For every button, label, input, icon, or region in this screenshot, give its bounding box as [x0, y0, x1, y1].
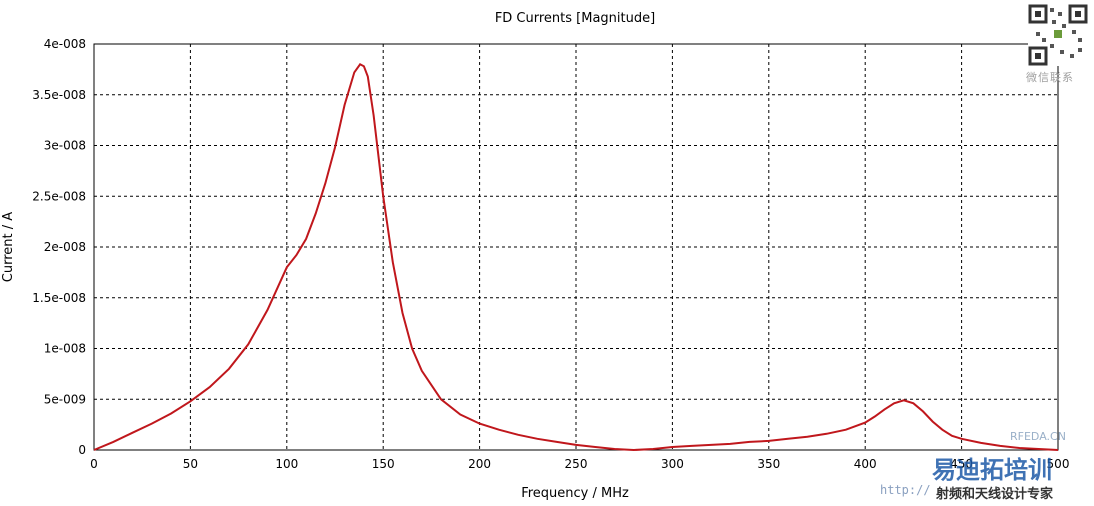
watermark-site: RFEDA.CN [1010, 430, 1066, 443]
y-tick-label: 2e-008 [44, 240, 86, 254]
plot-frame [93, 43, 1059, 451]
x-tick-label: 200 [468, 457, 491, 471]
y-tick-label: 1.5e-008 [32, 291, 86, 305]
watermark-brand: 易迪拓培训 [932, 456, 1052, 484]
qr-code-icon [1028, 4, 1088, 66]
x-tick-label: 100 [275, 457, 298, 471]
series-line-current [93, 63, 1059, 452]
y-tick-label: 4e-008 [44, 37, 86, 51]
y-tick-label: 3e-008 [44, 139, 86, 153]
chart-title: FD Currents [Magnitude] [495, 11, 655, 26]
x-tick-label: 400 [854, 457, 877, 471]
x-tick-label: 350 [757, 457, 780, 471]
x-tick-label: 300 [661, 457, 684, 471]
x-tick-label: 500 [1047, 457, 1070, 471]
x-tick-labels: 0 50 100 150 200 250 300 350 400 450 500 [90, 457, 1069, 471]
x-tick-label: 150 [372, 457, 395, 471]
y-tick-label: 2.5e-008 [32, 189, 86, 203]
x-tick-label: 450 [950, 457, 973, 471]
x-tick-label: 0 [90, 457, 98, 471]
y-tick-label: 0 [78, 443, 86, 457]
y-tick-labels: 0 5e-009 1e-008 1.5e-008 2e-008 2.5e-008 3e-00… [32, 37, 86, 457]
qr-caption: 微信联系 [1026, 71, 1074, 84]
y-tick-label: 3.5e-008 [32, 88, 86, 102]
x-axis-label: Frequency / MHz [521, 486, 629, 501]
watermark-slogan: 射频和天线设计专家 [936, 487, 1054, 502]
y-axis-label: Current / A [1, 212, 16, 282]
grid-lines [94, 44, 1058, 450]
y-tick-label: 1e-008 [44, 342, 86, 356]
x-tick-label: 250 [565, 457, 588, 471]
watermark-url: http:// [880, 483, 931, 497]
x-tick-label: 50 [183, 457, 198, 471]
y-tick-label: 5e-009 [44, 392, 86, 406]
